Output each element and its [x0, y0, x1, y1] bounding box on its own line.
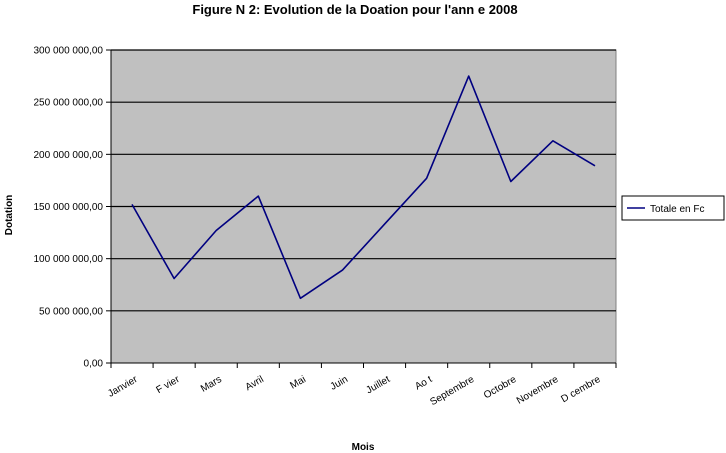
y-tick-label: 50 000 000,00 — [39, 306, 103, 317]
legend-label: Totale en Fc — [650, 204, 704, 215]
x-tick-label: Mars — [199, 374, 224, 395]
y-tick-label: 100 000 000,00 — [33, 254, 103, 265]
x-tick-label: Avril — [244, 374, 266, 393]
chart-title: Figure N 2: Evolution de la Doation pour… — [192, 2, 517, 17]
y-tick-label: 250 000 000,00 — [33, 98, 103, 109]
x-axis-ticks: Janvier F vier Mars Avril Mai Juin Juillet Ao t… — [106, 363, 617, 408]
x-tick-label: Mai — [288, 374, 307, 392]
series-line — [131, 75, 596, 300]
x-tick-label: Juillet — [364, 374, 392, 396]
x-tick-label: Octobre — [482, 374, 519, 402]
legend: Totale en Fc — [621, 195, 725, 221]
y-axis-ticks: 0,00 50 000 000,00 100 000 000,00 150 000 0… — [33, 46, 111, 370]
y-tick-label: 200 000 000,00 — [33, 150, 103, 161]
x-tick-label: Juin — [329, 374, 350, 393]
y-tick-label: 0,00 — [84, 359, 104, 370]
x-axis-label: Mois — [352, 442, 375, 453]
x-tick-label: F vier — [154, 374, 182, 396]
x-tick-label: Novembre — [515, 374, 561, 407]
gridlines — [111, 49, 616, 312]
series-layer — [131, 75, 596, 300]
y-tick-label: 150 000 000,00 — [33, 202, 103, 213]
x-tick-label: D cembre — [559, 374, 602, 405]
x-tick-label: Septembre — [428, 374, 476, 408]
y-axis-label: Dotation — [4, 195, 15, 236]
x-tick-label: Janvier — [106, 374, 140, 400]
x-tick-label: Ao t — [413, 374, 434, 393]
y-tick-label: 300 000 000,00 — [33, 46, 103, 57]
